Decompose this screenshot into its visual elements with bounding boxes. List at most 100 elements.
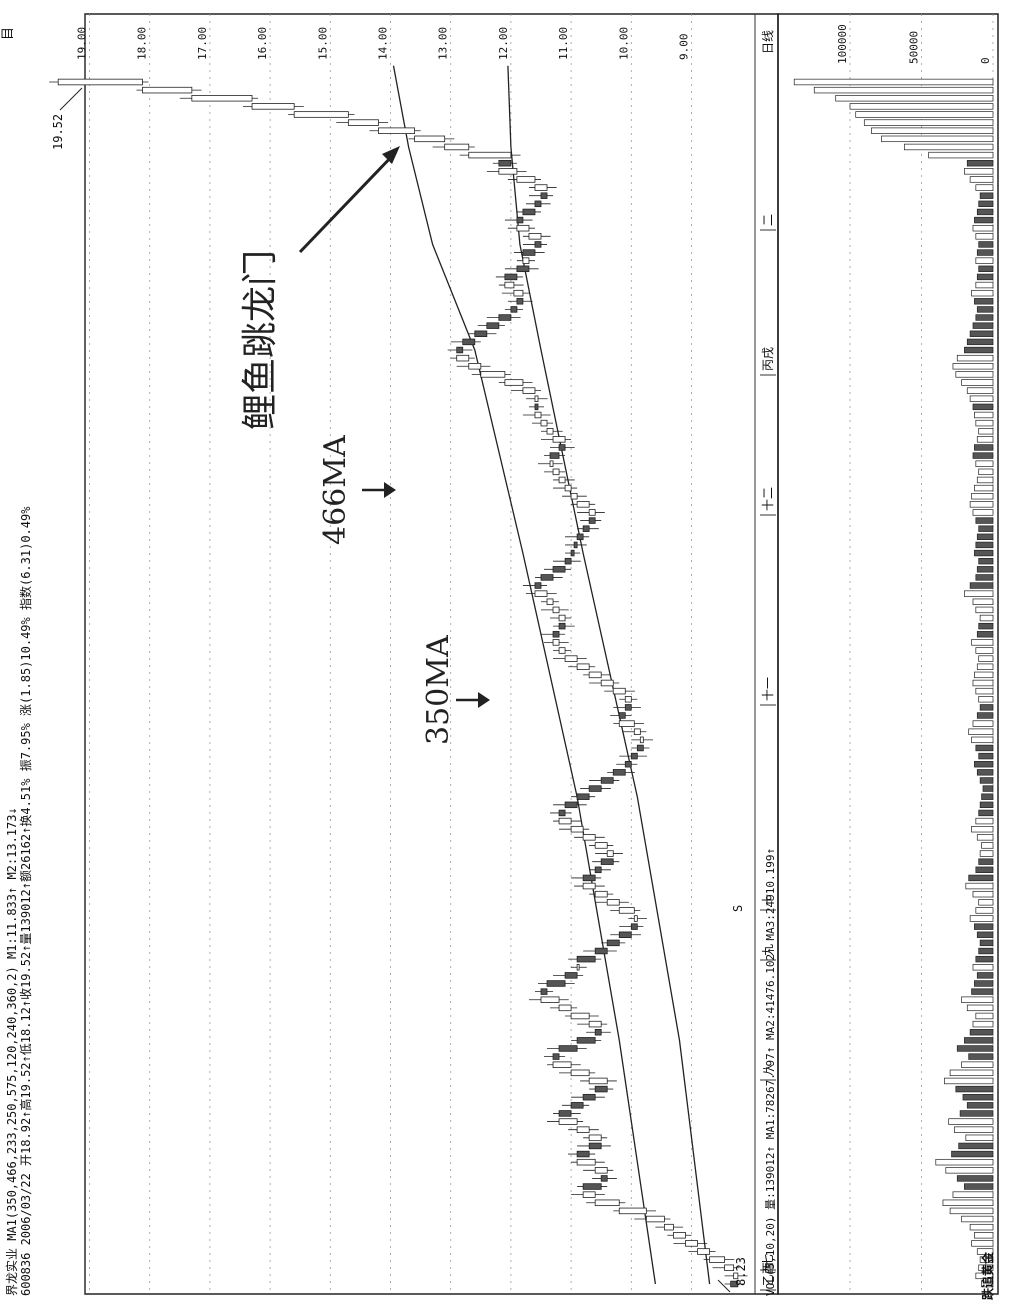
volume-bar [975,1272,994,1280]
volume-bar [881,135,994,143]
candle-body [534,395,539,402]
candle-body [516,265,530,273]
volume-bar [974,761,994,768]
candle-body [516,216,524,224]
candle-body [552,566,566,573]
candle-body [456,354,470,362]
candle-body [612,687,626,695]
volume-bar [976,1248,994,1255]
candle-body [558,1110,572,1117]
candle-body [588,1020,602,1028]
candle-body [594,1167,608,1174]
low-value-leader [717,1279,731,1293]
volume-bar [976,931,994,938]
candle-body [546,427,554,435]
volume-bar [969,582,994,589]
volume-bar [954,1126,994,1133]
volume-bar [871,127,994,134]
volume-bar [964,1183,994,1190]
volume-grid [849,14,994,1294]
volume-bar [975,955,994,963]
candle-body [513,289,524,297]
candle-body [522,208,536,216]
volume-bar [972,598,994,605]
carp-arrow-head [382,146,400,164]
volume-bar [966,387,994,394]
candle-body [534,590,548,597]
candle-body [606,850,614,857]
volume-bar [974,411,994,419]
candle-body [664,1223,674,1231]
candle-body [564,557,572,565]
volume-bar [974,980,994,987]
volume-bar [979,801,994,809]
candle-body [534,184,548,191]
volume-bar [971,639,994,646]
candle-body [534,411,542,419]
candle-body [540,988,548,995]
volume-bar [952,363,994,370]
volume-bar [949,1069,994,1077]
volume-bar [972,224,994,232]
volume-bar [974,298,994,305]
candle-body [522,257,530,264]
candle-body [528,233,542,240]
time-tick-label: 乙酉 [761,1262,775,1286]
candle-body [293,111,349,118]
high-value-label: 19.52 [51,114,65,150]
time-tick-label: 丙戌 [761,347,775,371]
volume-bar [975,460,994,467]
candle-body [534,403,539,411]
candle-body [709,1256,726,1263]
candle-body [540,419,548,427]
volume-bar [974,671,994,679]
candle-body [552,606,560,614]
volume-bar [972,452,994,459]
volume-bar [969,395,994,402]
volume-bar [976,769,994,776]
volume-bar [975,647,994,654]
candlesticks [49,78,748,1288]
volume-bar [979,1256,994,1263]
candle-body [636,744,644,752]
volume-bar [975,866,994,873]
candle-body [594,1199,620,1207]
candle-body [582,1191,596,1198]
volume-bar [928,151,994,159]
volume-bar [972,720,994,727]
candle-body [540,192,548,199]
candle-body [564,484,572,492]
volume-bar [972,509,994,516]
volume-bar [975,606,994,614]
candle-body [504,379,524,386]
volume-bar [972,322,994,329]
candle-body [570,1102,584,1109]
candle-body [618,1207,647,1215]
candle-body [588,671,602,679]
volume-bar [978,265,994,272]
volume-bar [964,346,994,354]
candle-body [552,468,560,476]
candle-body [498,168,518,175]
candle-body [480,371,506,378]
candle-body [576,663,590,670]
price-tick-label: 16.00 [256,27,269,60]
candle-body [594,1028,602,1036]
candle-body [606,899,620,906]
price-tick-label: 19.00 [76,27,89,60]
candle-body [600,679,614,687]
volume-bar [978,1264,994,1271]
candle-body [486,322,500,329]
candle-body [582,882,596,890]
volume-bar [813,86,994,94]
volume-bar [969,915,994,922]
volume-bar [972,403,994,411]
time-tick-label: 二 [761,214,775,226]
low-value-label: 8.23 [734,1257,748,1286]
volume-bar [962,1094,994,1101]
volume-bar [949,1207,994,1215]
volume-bar [975,419,994,427]
price-tick-label: 12.00 [497,27,510,60]
volume-panel-frame [777,13,999,1295]
time-axis-labels: 乙酉七 八 九 十 十一 十二 丙戌 二 [761,214,775,1286]
